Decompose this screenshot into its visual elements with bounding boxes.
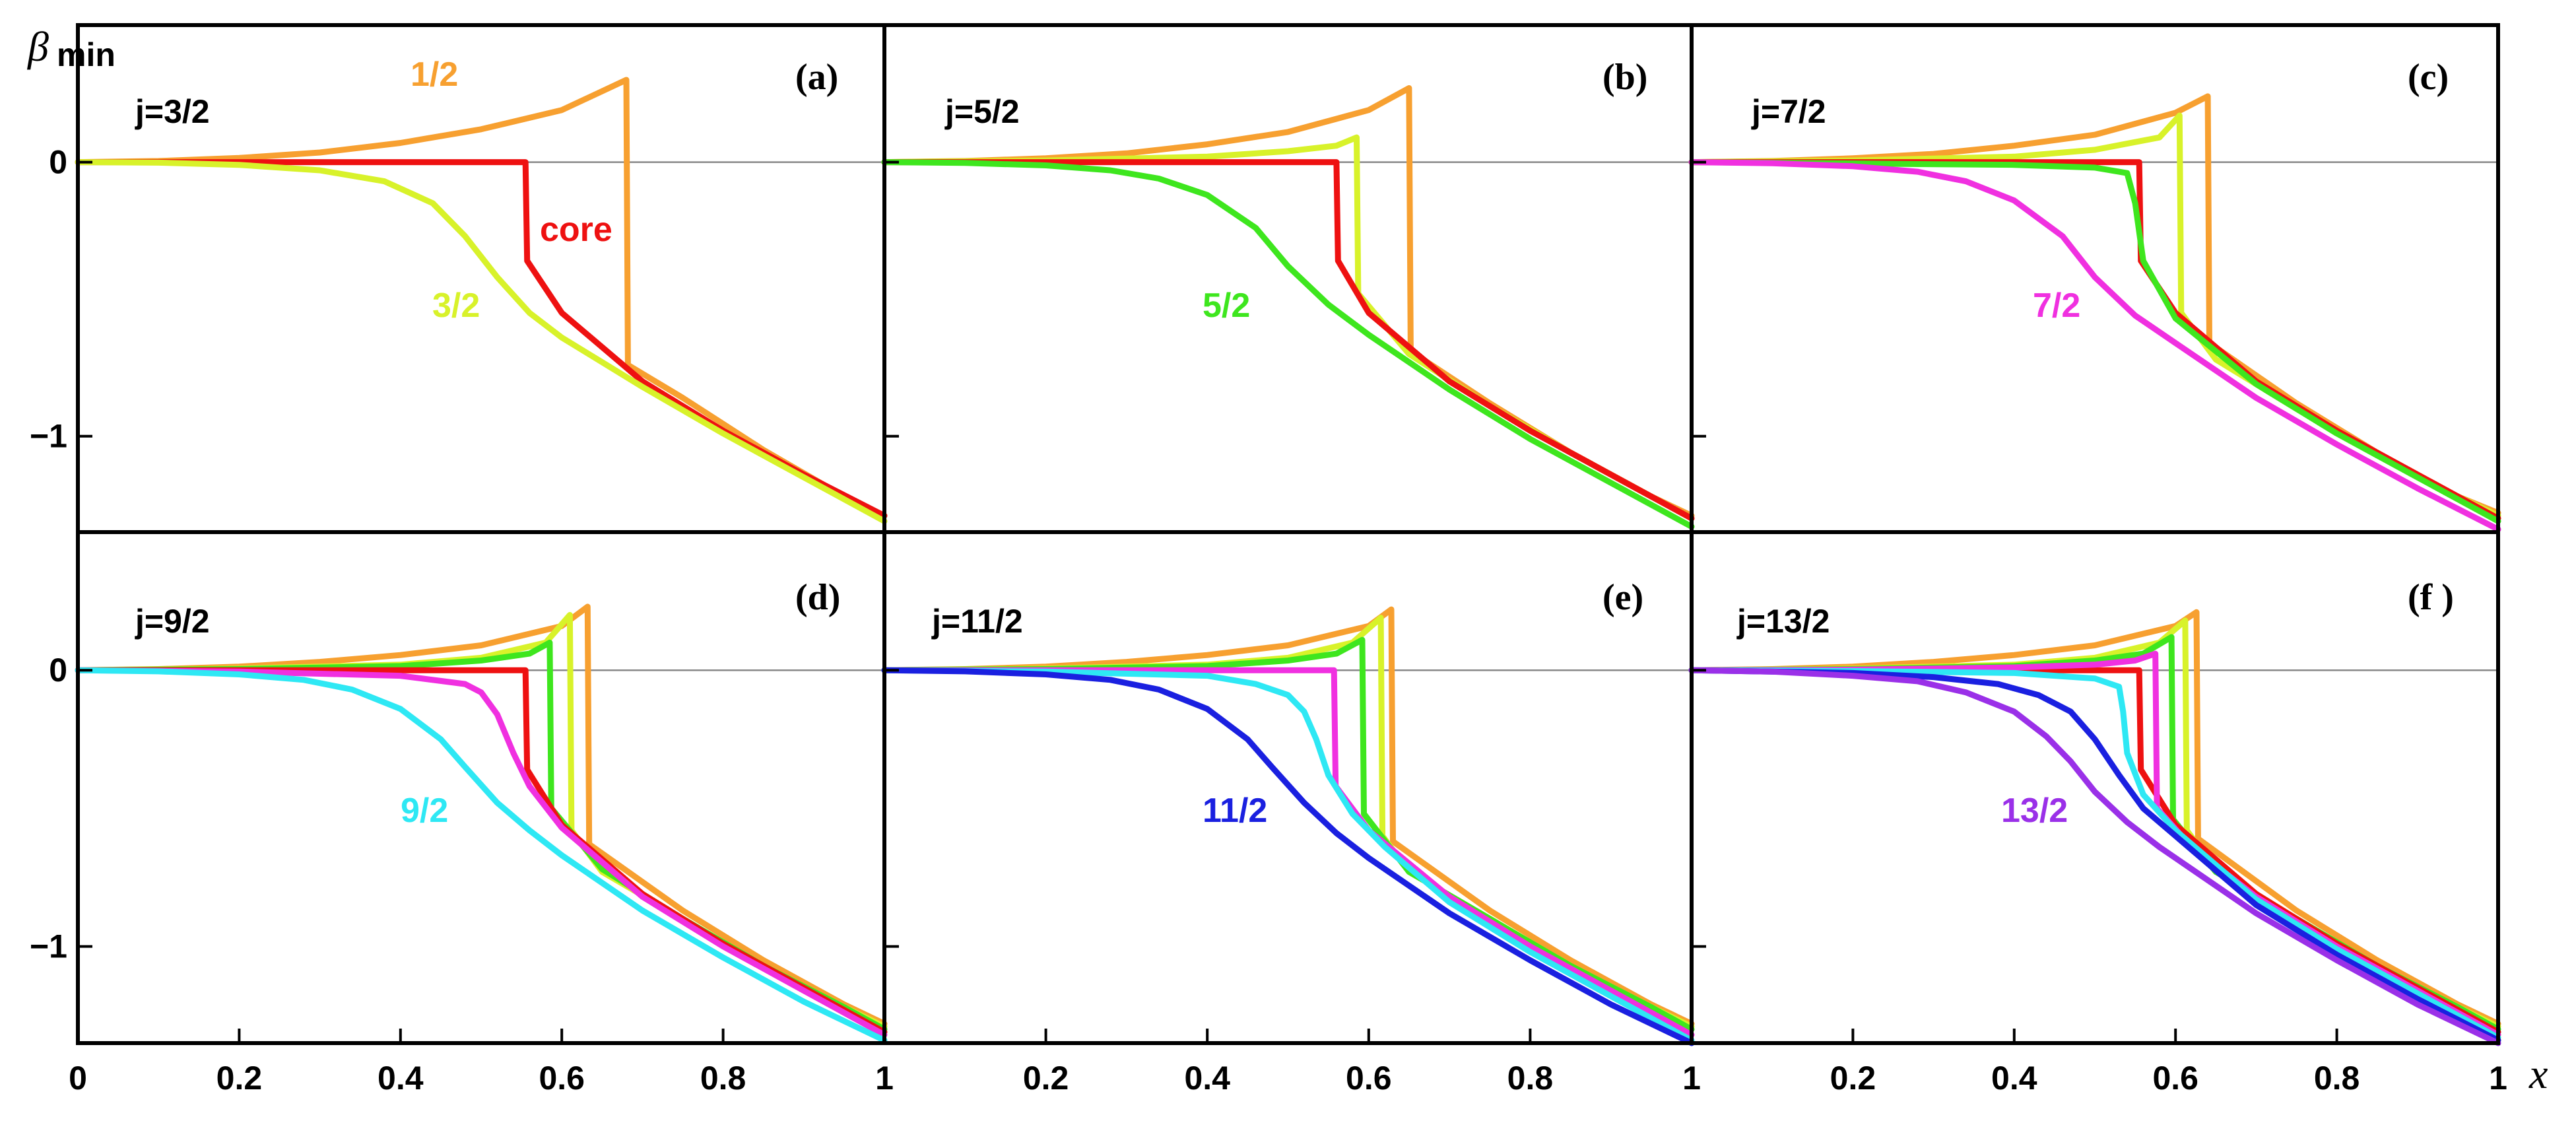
panel-label: (a) [795,57,838,98]
axis-ticks: 0 0.2 0.4 0.6 0.8 1 0.2 0.4 0.6 0.8 1 0.2 0.4 0.6 0.8 1 [69,1029,2507,1097]
series-line-7-2 [75,667,888,1038]
y-tick-label: 0 [49,144,67,181]
y-axis-subscript: min [57,36,116,73]
series-line-9-2 [1688,667,2501,1041]
x-tick-label: 0.2 [1023,1060,1069,1097]
series-line-core [75,159,888,519]
y-axis-symbol: β [26,23,49,70]
panels-layer: j=3/2 (a) 1/2 core 3/2 0 −1 j=5/2 (b) 5/2 j=7/2 (c)… [30,55,2501,1046]
panel-a: j=3/2 (a) 1/2 core 3/2 0 −1 [30,55,888,524]
x-tick-label: 0.4 [378,1060,424,1097]
panel-c: j=7/2 (c) 7/2 [1688,57,2501,533]
x-tick-label: 0.2 [216,1060,263,1097]
series-line-7-2 [881,667,1695,1038]
panel-d: j=9/2 (d) 9/2 0 −1 [30,577,888,1044]
panel-title: j=3/2 [135,93,210,130]
curve-label-9-2: 9/2 [401,792,448,830]
series-line-11-2 [881,667,1695,1046]
curve-label-11-2: 11/2 [1203,792,1267,830]
panel-title: j=9/2 [135,603,210,640]
series-line-5-2 [881,159,1695,530]
curve-label-5-2: 5/2 [1203,287,1250,325]
series-line-9-2 [881,667,1695,1044]
panel-title: j=13/2 [1736,603,1830,640]
panel-label: (c) [2408,57,2449,98]
x-tick-label: 0.6 [1346,1060,1392,1097]
series-line-3-2 [75,159,888,524]
x-tick-label: 0.6 [539,1060,585,1097]
panel-b: j=5/2 (b) 5/2 [881,57,1695,530]
curve-label-3-2: 3/2 [432,287,480,325]
series-line-5-2 [1688,159,2501,524]
panel-label: (b) [1602,57,1647,98]
panel-title: j=5/2 [944,93,1020,130]
x-tick-label: 0.4 [1991,1060,2037,1097]
x-tick-label: 0.8 [2314,1060,2360,1097]
series-line-11-2 [1688,667,2501,1044]
y-tick-label: −1 [30,928,67,965]
panel-title: j=11/2 [931,603,1023,640]
x-tick-label: 1 [1682,1060,1701,1097]
x-tick-label: 0.8 [700,1060,746,1097]
curve-label-13-2: 13/2 [2001,792,2068,830]
curve-label-7-2: 7/2 [2033,287,2080,325]
series-line-13-2 [1688,667,2501,1046]
y-tick-label: −1 [30,418,67,455]
panel-label: (f ) [2408,577,2454,618]
x-tick-label: 0 [69,1060,87,1097]
panel-label: (d) [795,577,840,618]
x-tick-label: 0.8 [1507,1060,1554,1097]
figure-frame [76,23,2500,1045]
panel-e: j=11/2 (e) 11/2 [881,577,1695,1046]
panel-frame [1690,530,2500,1045]
x-tick-label: 0.6 [2152,1060,2198,1097]
x-axis-label: x [2528,1050,2548,1097]
panel-label: (e) [1602,577,1643,618]
curve-label-1-2: 1/2 [411,55,458,94]
series-line-7-2 [1688,159,2501,533]
x-tick-label: 0.2 [1830,1060,1876,1097]
panel-f: j=13/2 (f ) 13/2 [1688,577,2501,1046]
x-tick-label: 1 [2489,1060,2507,1097]
series-line-core [881,159,1695,522]
curve-label-core: core [540,211,612,249]
x-tick-label: 1 [875,1060,894,1097]
y-tick-label: 0 [49,652,67,689]
x-tick-label: 0.4 [1184,1060,1230,1097]
series-line-9-2 [75,667,888,1044]
panel-title: j=7/2 [1751,93,1826,130]
